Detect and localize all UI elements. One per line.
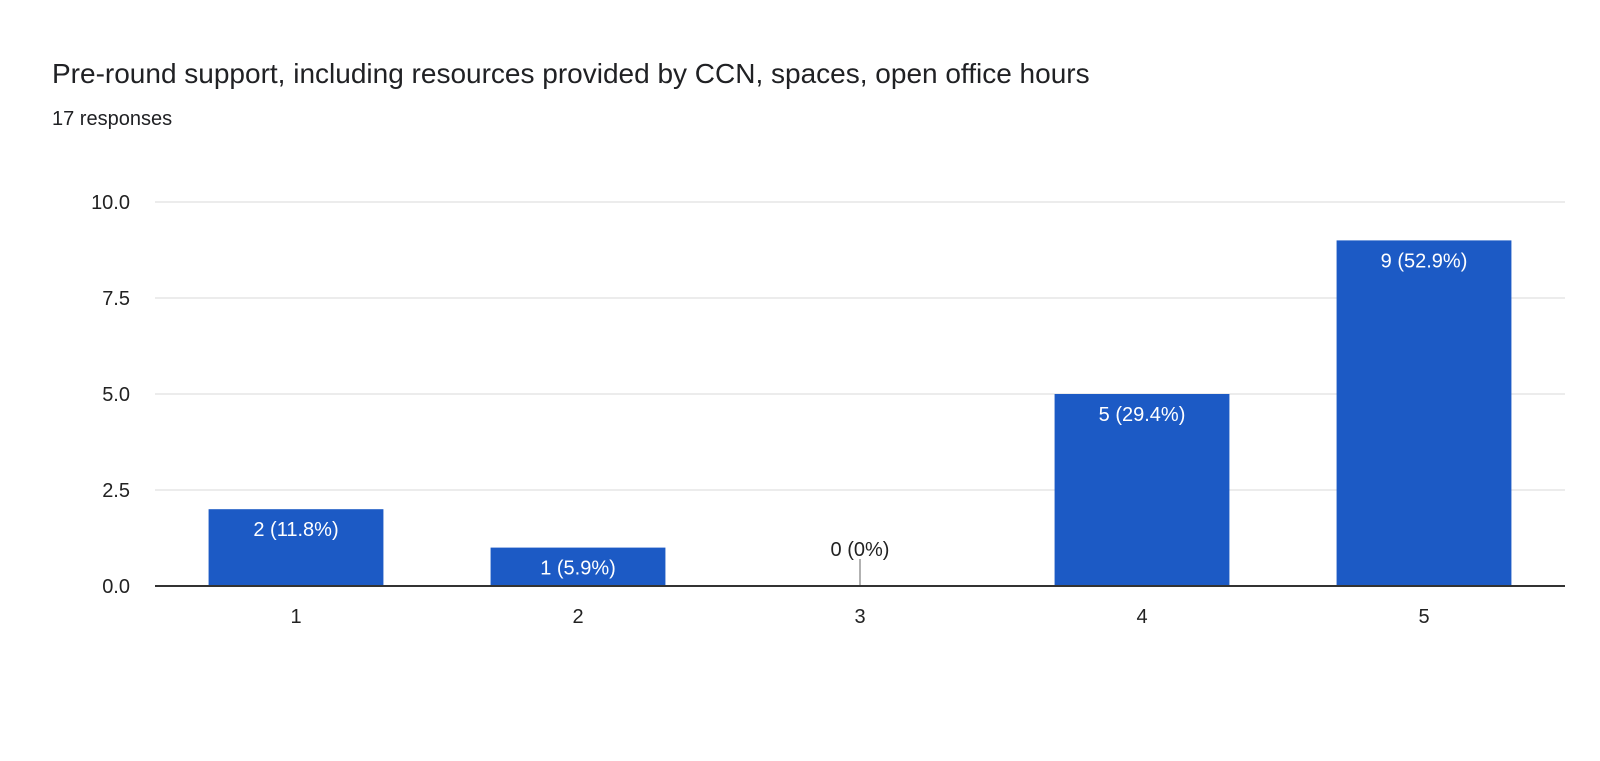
x-tick-label: 3 xyxy=(854,606,865,628)
data-label: 9 (52.9%) xyxy=(1381,250,1468,272)
x-tick-label: 4 xyxy=(1136,606,1147,628)
response-count: 17 responses xyxy=(52,108,173,130)
data-label: 0 (0%) xyxy=(831,539,890,561)
y-tick-label: 0.0 xyxy=(102,576,130,598)
x-tick-label: 2 xyxy=(572,606,583,628)
bar xyxy=(1336,240,1512,586)
data-label: 2 (11.8%) xyxy=(253,519,338,541)
bar xyxy=(490,547,666,586)
x-tick-label: 5 xyxy=(1418,606,1429,628)
y-tick-label: 2.5 xyxy=(102,480,130,502)
bar xyxy=(208,509,384,586)
y-tick-label: 10.0 xyxy=(91,192,130,214)
bar xyxy=(1054,394,1230,586)
y-tick-label: 5.0 xyxy=(102,384,130,406)
data-label: 1 (5.9%) xyxy=(540,558,616,580)
chart-title: Pre-round support, including resources p… xyxy=(52,58,1090,89)
y-tick-label: 7.5 xyxy=(102,288,130,310)
data-label: 5 (29.4%) xyxy=(1099,404,1186,426)
x-tick-label: 1 xyxy=(290,606,301,628)
